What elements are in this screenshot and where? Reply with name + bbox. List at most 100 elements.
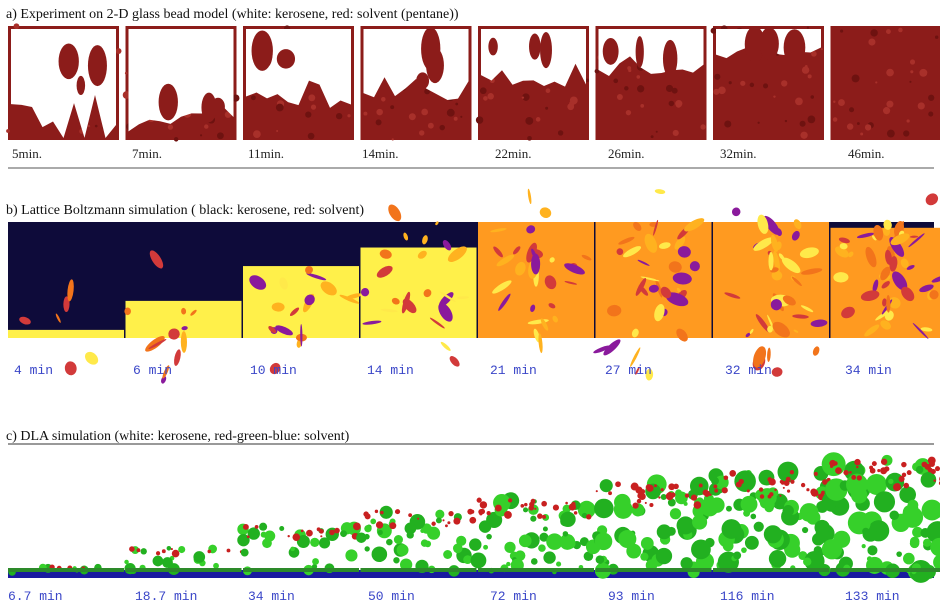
texture (676, 102, 682, 108)
cluster-tip (479, 512, 482, 515)
texture (821, 48, 823, 50)
texture (886, 69, 894, 77)
texture (918, 102, 925, 109)
cluster (640, 553, 648, 561)
cluster-tip (835, 467, 842, 474)
texture (476, 116, 483, 123)
cluster-tip (615, 481, 621, 487)
time-label: 14 min (367, 363, 414, 378)
texture (460, 116, 462, 118)
cluster-tip (658, 496, 660, 498)
cluster (141, 548, 147, 554)
texture (439, 125, 444, 130)
cluster-tip (353, 523, 361, 531)
cluster (386, 539, 393, 546)
cluster (680, 557, 692, 569)
cluster (393, 557, 399, 563)
cluster-tip (637, 499, 641, 503)
texture (886, 29, 891, 34)
cluster (862, 528, 869, 535)
cluster-tip (288, 535, 290, 537)
texture (656, 131, 658, 133)
texture (546, 88, 551, 93)
solvent-finger (540, 32, 552, 68)
cluster-tip (534, 508, 536, 510)
texture (595, 69, 600, 74)
cluster (711, 477, 719, 485)
swirl (64, 361, 78, 376)
texture (838, 99, 845, 106)
cluster (750, 514, 756, 520)
cluster-tip (843, 470, 848, 475)
figure: a) Experiment on 2-D glass bead model (w… (0, 0, 940, 612)
cluster-tip (565, 502, 568, 505)
texture (833, 101, 835, 103)
fluid (8, 330, 124, 338)
cluster (910, 539, 920, 549)
cluster (618, 530, 636, 548)
texture (852, 74, 860, 82)
cluster-tip (654, 484, 657, 487)
cluster-tip (255, 525, 259, 529)
cluster-tip (480, 501, 487, 508)
swirl (538, 206, 553, 220)
texture (700, 124, 705, 129)
cluster (803, 558, 811, 566)
cluster-tip (801, 483, 805, 487)
cluster (745, 536, 759, 550)
cluster-tip (673, 484, 679, 490)
cluster-tip (635, 486, 642, 493)
cluster-tip (542, 515, 546, 519)
solvent-finger (211, 98, 225, 116)
cluster (178, 546, 185, 553)
cluster (822, 539, 842, 559)
cluster-tip (877, 469, 880, 472)
cluster-tip (508, 498, 512, 502)
cluster (862, 544, 866, 548)
cluster-tip (724, 475, 729, 480)
cluster (741, 547, 747, 553)
cluster-tip (685, 493, 689, 497)
solvent-finger (416, 72, 429, 89)
cluster (764, 525, 782, 543)
cluster-tip (541, 501, 547, 507)
cluster (692, 515, 707, 530)
cluster (889, 511, 899, 521)
base-fill (713, 568, 829, 572)
cluster-tip (829, 460, 836, 467)
cluster (538, 544, 546, 552)
texture (785, 120, 787, 122)
cluster-tip (632, 502, 638, 508)
texture (666, 85, 673, 92)
cluster (427, 527, 440, 540)
cluster (833, 506, 839, 512)
cluster-tip (774, 489, 776, 491)
cluster (543, 551, 555, 563)
cluster (248, 527, 260, 539)
base-fill (126, 568, 242, 572)
texture (847, 123, 853, 129)
texture (740, 81, 745, 86)
time-label: 10 min (250, 363, 297, 378)
texture (480, 87, 487, 94)
texture (636, 75, 640, 79)
solvent-finger (277, 49, 295, 69)
cluster-tip (571, 502, 575, 506)
time-label: 32min. (720, 146, 756, 161)
cluster-tip (529, 505, 534, 510)
cluster (471, 553, 487, 569)
cluster-tip (487, 511, 491, 515)
solvent-finger (603, 38, 619, 65)
swirl (82, 349, 100, 367)
cluster (556, 562, 561, 567)
texture (795, 98, 803, 106)
texture (308, 94, 315, 101)
cluster (364, 534, 370, 540)
time-label: 133 min (845, 589, 900, 604)
texture (628, 69, 631, 72)
cluster (802, 527, 808, 533)
texture (455, 103, 458, 106)
cluster-tip (769, 478, 776, 485)
cluster (908, 500, 919, 511)
cluster-tip (787, 490, 790, 493)
